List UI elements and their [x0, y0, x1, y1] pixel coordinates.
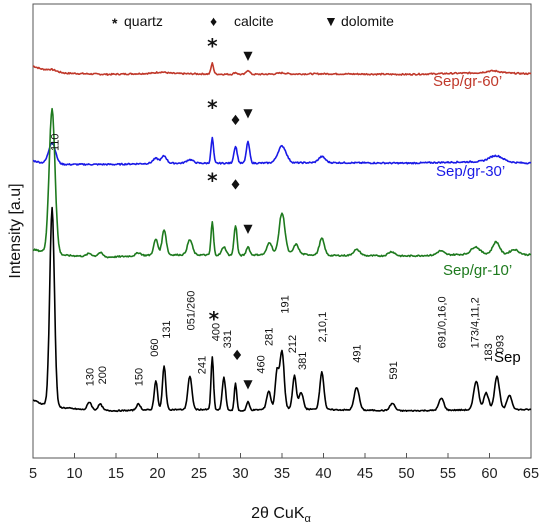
peak-label-1: 130 [84, 368, 96, 386]
peak-label-13: 212 [287, 335, 299, 353]
peak-label-8: 400 [211, 323, 223, 341]
phase-marker-3: ♦ [229, 113, 242, 129]
x-axis-title: 2θ CuKα [251, 505, 311, 525]
series-label-sep-gr-30: Sep/gr-30’ [436, 163, 505, 180]
series-line-3 [32, 206, 532, 413]
x-tick-label-3: 20 [149, 466, 165, 482]
peak-label-4: 060 [149, 338, 161, 356]
peak-label-10: 460 [255, 355, 267, 373]
x-tick-label-10: 55 [440, 466, 456, 482]
x-tick-label-6: 35 [274, 466, 290, 482]
series-line-0 [32, 62, 532, 76]
peak-label-11: 281 [264, 328, 276, 346]
peak-label-17: 591 [388, 361, 400, 379]
x-tick-label-1: 10 [66, 466, 82, 482]
legend-quartz-symbol: * [112, 15, 118, 31]
series-label-sep-gr-10: Sep/gr-10’ [443, 262, 512, 279]
y-axis-title: Intensity [a.u] [7, 183, 24, 278]
peak-label-16: 491 [352, 344, 364, 362]
legend-quartz-label: quartz [124, 13, 163, 29]
x-tick-label-5: 30 [232, 466, 248, 482]
x-tick-label-0: 5 [29, 466, 37, 482]
x-tick-label-12: 65 [523, 466, 539, 482]
peak-label-5: 131 [161, 320, 173, 338]
series-label-sep: Sep [494, 349, 521, 366]
phase-marker-9: ♦ [231, 348, 244, 364]
legend-dolomite-symbol: ▼ [324, 13, 338, 29]
series-line-2 [32, 107, 531, 259]
phase-marker-1: ▼ [243, 49, 253, 63]
peak-label-7: 241 [197, 356, 209, 374]
x-tick-label-9: 50 [398, 466, 414, 482]
peak-label-15: 2,10,1 [317, 312, 329, 343]
legend-dolomite-label: dolomite [341, 13, 394, 29]
series-label-sep-gr-60: Sep/gr-60’ [433, 73, 502, 90]
peak-label-18: 691/0,16,0 [436, 296, 448, 348]
phase-marker-7: ▼ [243, 222, 253, 236]
peak-label-6: 051/260 [186, 291, 198, 331]
phase-marker-4: ▼ [243, 106, 253, 120]
x-tick-label-11: 60 [481, 466, 497, 482]
phase-marker-0: * [207, 34, 218, 58]
phase-marker-8: * [209, 307, 220, 331]
x-tick-label-8: 45 [357, 466, 373, 482]
peak-label-9: 331 [222, 330, 234, 348]
x-axis-ticks: 5 10 15 20 25 30 35 40 45 50 55 60 65 [29, 453, 539, 482]
series-line-1 [33, 136, 532, 166]
x-tick-label-2: 15 [108, 466, 124, 482]
peak-label-21: 093 [495, 335, 507, 353]
series-layer [32, 62, 532, 413]
phase-marker-2: * [207, 95, 218, 119]
x-tick-label-4: 25 [191, 466, 207, 482]
peak-label-0: 110 [50, 133, 62, 151]
peak-label-2: 200 [97, 366, 109, 384]
legend-calcite-symbol: ♦ [210, 13, 217, 29]
phase-marker-10: ▼ [243, 377, 253, 391]
phase-marker-6: ♦ [229, 178, 242, 194]
x-tick-label-7: 40 [315, 466, 331, 482]
peak-label-19: 173/4,11,2 [470, 297, 482, 348]
phase-marker-5: * [207, 169, 218, 193]
phase-marker-layer: * ▼*♦ ▼* ♦▼*♦▼ [207, 34, 253, 391]
peak-label-20: 183 [483, 343, 495, 361]
peak-label-14: 381 [297, 352, 309, 370]
legend: * quartz ♦ calcite ▼ dolomite [112, 13, 394, 31]
peak-label-3: 150 [133, 368, 145, 386]
legend-calcite-label: calcite [234, 13, 274, 29]
peak-label-12: 191 [280, 295, 292, 313]
